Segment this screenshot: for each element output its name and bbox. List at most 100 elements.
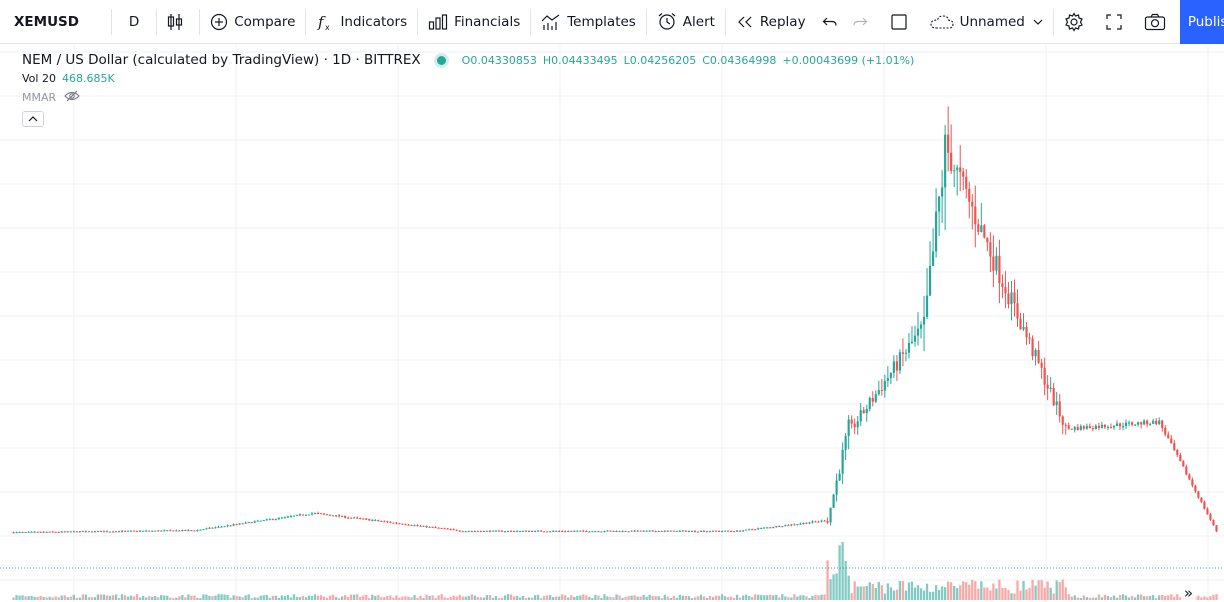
volume-bar [612,597,615,600]
volume-bar [980,581,983,600]
candle-body [15,532,18,534]
select-layout-checkbox[interactable] [882,0,922,44]
candle-body [998,255,1001,284]
volume-bar [808,598,811,600]
indicator-label: MMAR [22,91,57,104]
volume-bar [476,597,479,600]
candle-body [181,530,184,532]
candle-body [214,527,217,529]
symbol-search-button[interactable]: XEMUSD [0,0,109,44]
candle-body [916,328,920,336]
volume-bar [627,596,630,600]
settings-button[interactable] [1056,0,1098,44]
volume-bar [428,596,431,600]
volume-bar [1167,595,1170,600]
volume-bar [965,582,968,600]
toolbar-divider [1052,8,1054,35]
collapse-legend-button[interactable] [22,111,44,127]
volume-bar [1170,594,1173,600]
candle-body [151,530,154,532]
volume-bar [720,594,724,600]
volume-bar [910,581,914,600]
candle-body [356,517,359,519]
price-chart[interactable] [0,45,1224,602]
candle-body [693,530,696,532]
volume-legend-row[interactable]: Vol 20 468.685K [22,72,914,85]
indicator-legend-row[interactable]: MMAR [22,90,914,105]
compare-label: Compare [234,13,296,30]
undo-button[interactable] [814,0,852,44]
candle-body [763,527,766,529]
candle-body [1209,514,1212,520]
volume-bar [319,595,323,600]
candle-body [434,527,437,529]
candle-body [772,527,775,529]
candle-body [289,516,292,518]
replay-button[interactable]: Replay [728,0,814,44]
financials-button[interactable]: Financials [420,0,528,44]
candle-body [1182,461,1185,467]
layout-menu-button[interactable]: Unnamed [922,0,1051,44]
candle-body [169,530,172,532]
candle-body [802,522,805,524]
volume-bar [398,597,401,600]
candle-body [729,531,733,533]
volume-bar [340,596,344,600]
volume-bar [1019,590,1022,600]
templates-button[interactable]: Templates [533,0,644,44]
candle-body [256,520,259,522]
candle-body [389,521,392,523]
volume-bar [841,542,844,600]
candle-body [21,531,24,533]
candle-body [1085,426,1088,429]
scroll-to-realtime-button[interactable]: » [1180,584,1196,602]
volume-bar [87,597,91,600]
snapshot-button[interactable] [1136,0,1180,44]
volume-bar [337,598,341,600]
volume-bar [922,590,926,600]
volume-bar [968,584,971,600]
publish-button[interactable]: Publish [1179,0,1224,44]
volume-bar [464,596,467,600]
volume-bar [313,594,317,600]
candle-body [202,529,205,531]
candle-body [229,525,232,527]
candle-body [1058,401,1061,417]
volume-bar [111,595,115,600]
volume-bar [838,545,841,600]
candle-body [157,530,160,532]
volume-bar [738,597,742,600]
eye-off-icon[interactable] [64,90,80,105]
candle-body [1001,283,1004,287]
volume-bar [639,596,642,600]
volume-bar [271,595,274,600]
candle-body [461,531,464,533]
volume-bar [196,597,199,600]
candle-body [395,522,398,524]
chart-style-button[interactable] [159,0,197,44]
volume-bar [166,595,169,600]
chart-pane[interactable]: » [0,45,1224,602]
volume-bar [506,594,510,600]
volume-bar [1094,597,1098,600]
volume-bar [1133,597,1137,600]
compare-button[interactable]: Compare [202,0,303,44]
interval-button[interactable]: D [114,0,154,44]
volume-bar [901,581,905,600]
volume-bar [657,596,660,600]
alert-button[interactable]: Alert [649,0,723,44]
volume-bar [772,595,775,600]
redo-button[interactable] [852,0,882,44]
candle-body [871,397,874,402]
series-title[interactable]: NEM / US Dollar (calculated by TradingVi… [22,52,421,68]
candle-body [639,530,642,532]
volume-bar [160,595,163,600]
candle-body [464,531,467,533]
volume-bar [1130,596,1134,600]
volume-bar [78,597,81,600]
candle-body [1034,350,1037,357]
fullscreen-button[interactable] [1098,0,1136,44]
